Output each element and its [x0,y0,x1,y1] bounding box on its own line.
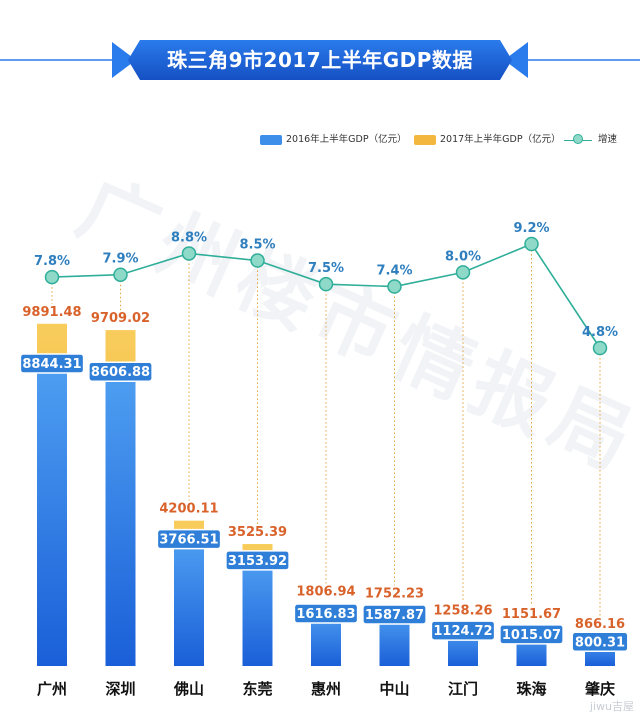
value-box-2016 [156,528,222,550]
value-box-2016 [571,631,629,653]
growth-label: 7.5% [308,261,344,276]
growth-label: 8.0% [445,249,481,264]
category-label: 江门 [448,680,478,698]
legend-dot-growth [573,134,583,144]
value-label-2016: 3766.51 [159,533,218,548]
category-label: 中山 [379,680,409,698]
growth-label: 4.8% [582,325,618,340]
legend: 2016年上半年GDP（亿元） 2017年上半年GDP（亿元） 增速 [0,128,640,152]
value-label-2016: 1587.87 [365,608,424,623]
value-label-2016: 1616.83 [296,607,355,622]
value-label-2017: 1806.94 [296,584,355,599]
value-label-2017: 9709.02 [91,311,150,326]
value-label-2016: 8844.31 [22,357,81,372]
value-box-2016 [499,624,564,645]
value-label-2016: 3153.92 [228,554,287,569]
banner-ribbon [128,40,512,80]
category-label: 肇庆 [584,680,615,698]
value-box-2016 [88,361,153,382]
growth-label: 8.5% [239,238,275,253]
value-label-2016: 1124.72 [433,624,492,639]
title-banner [0,40,640,80]
growth-label: 9.2% [513,221,549,236]
value-label-2017: 1752.23 [365,586,424,601]
category-label: 珠海 [516,680,546,698]
growth-point [455,265,471,280]
value-label-2017: 4200.11 [159,502,218,517]
value-label-2016: 800.31 [575,635,625,650]
growth-label: 7.4% [376,264,412,279]
legend-swatch-2016 [260,135,282,145]
bar-2016 [242,556,273,666]
category-label: 佛山 [173,680,204,698]
legend-label-2016: 2016年上半年GDP（亿元） [286,134,407,145]
growth-point [592,340,608,356]
value-label-2017: 866.16 [575,617,625,632]
growth-point [524,236,539,252]
growth-label: 8.8% [171,230,207,245]
value-box-2016 [19,353,85,374]
value-box-2016 [293,603,359,624]
legend-swatch-2017 [414,135,436,145]
value-label-2017: 1151.67 [502,607,561,622]
growth-point [387,279,402,294]
bar-2016 [174,535,204,666]
banner-arrow-right [504,42,528,78]
bar-2016 [37,359,67,666]
growth-point [113,267,128,282]
value-box-2016 [430,620,496,641]
value-label-2016: 8606.88 [91,365,150,380]
value-label-2017: 3525.39 [228,525,287,540]
growth-label: 7.8% [34,254,70,269]
banner-arrow-left [112,42,136,78]
category-label: 东莞 [242,680,272,698]
value-label-2017: 9891.48 [22,305,81,320]
growth-point [250,253,265,268]
value-label-2016: 1015.07 [502,628,561,643]
chart-title: 珠三角9市2017上半年GDP数据 [167,48,473,72]
category-label: 广州 [37,680,67,698]
bar-2016 [105,368,136,666]
category-label: 惠州 [311,680,341,698]
legend-label-2017: 2017年上半年GDP（亿元） [440,134,561,145]
category-label: 深圳 [105,680,135,698]
legend-label-growth: 增速 [598,134,618,145]
value-label-2017: 1258.26 [433,603,492,618]
growth-point [44,269,60,285]
value-box-2016 [362,604,427,625]
value-box-2016 [225,550,290,571]
growth-label: 7.9% [102,252,138,267]
corner-watermark: jiwu吉屋 [589,700,634,713]
growth-point [181,246,197,261]
growth-point [318,276,334,292]
